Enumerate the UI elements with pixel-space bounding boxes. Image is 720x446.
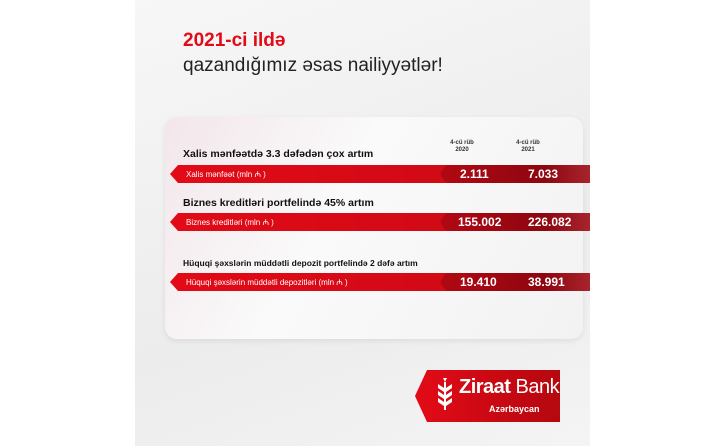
value-2021: 38.991 xyxy=(528,275,565,289)
title-year: 2021-ci ildə xyxy=(183,30,286,51)
wheat-icon xyxy=(438,378,452,410)
row-heading: Xalis mənfəətdə 3.3 dəfədən çox artım xyxy=(183,148,374,160)
metric-label: Biznes kreditləri (mln ₼ ) xyxy=(186,218,274,227)
value-2021: 7.033 xyxy=(528,167,559,181)
metric-row: Hüquqi şəxslərin müddətli depozitləri (m… xyxy=(170,273,590,291)
ziraat-bank-logo: Ziraat Bank Azərbaycan xyxy=(415,370,560,422)
value-2020: 19.410 xyxy=(460,275,497,289)
value-2020: 155.002 xyxy=(458,215,502,229)
metric-values: 2.111 7.033 xyxy=(440,165,590,183)
row-heading: Biznes kreditləri portfelində 45% artım xyxy=(183,197,374,209)
title-subtitle: qazandığımız əsas nailiyyətlər! xyxy=(183,55,443,76)
metric-values: 155.002 226.082 xyxy=(440,213,590,231)
metric-label: Hüquqi şəxslərin müddətli depozitləri (m… xyxy=(186,278,348,287)
metric-label: Xalis mənfəət (mln ₼ ) xyxy=(186,170,266,179)
row-heading: Hüquqi şəxslərin müddətli depozit portfe… xyxy=(183,258,418,268)
logo-subtitle: Azərbaycan xyxy=(489,404,540,414)
value-2020: 2.111 xyxy=(460,167,489,181)
column-header-2020: 4-cü rüb 2020 xyxy=(450,140,474,153)
metric-row: Biznes kreditləri (mln ₼ ) 155.002 226.0… xyxy=(170,213,590,231)
column-header-2021: 4-cü rüb 2021 xyxy=(516,140,540,153)
logo-name: Ziraat Bank xyxy=(459,376,560,398)
metric-row: Xalis mənfəət (mln ₼ ) 2.111 7.033 xyxy=(170,165,590,183)
value-2021: 226.082 xyxy=(528,215,572,229)
metric-values: 19.410 38.991 xyxy=(440,273,590,291)
